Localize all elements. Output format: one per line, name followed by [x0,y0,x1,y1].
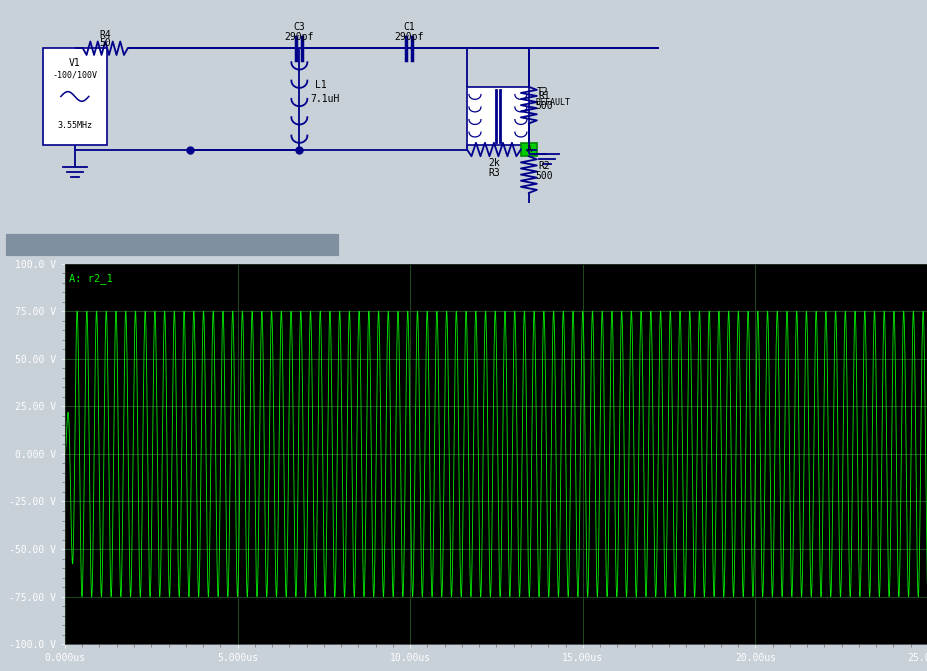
Text: R3: R3 [488,168,500,178]
Bar [43,48,107,145]
Text: 290pf: 290pf [285,32,313,42]
Text: V1: V1 [69,58,81,68]
Text: T2: T2 [537,87,548,97]
Text: C3: C3 [293,22,305,32]
Text: 290pf: 290pf [394,32,424,42]
Text: -100/100V: -100/100V [52,70,97,80]
Bar [520,143,536,156]
Text: A: A [526,145,531,154]
Text: 3.55MHz: 3.55MHz [57,121,93,130]
Text: 50: 50 [99,38,111,48]
Text: R1: R1 [538,91,549,101]
Bar [5,233,338,256]
Text: R2: R2 [538,161,549,171]
Text: 7.1uH: 7.1uH [311,94,339,104]
Text: A: r2_1: A: r2_1 [70,273,113,284]
Bar [466,87,528,145]
Text: DEFAULT: DEFAULT [535,98,570,107]
Text: L1: L1 [315,80,327,90]
Text: 2k: 2k [488,158,500,168]
Text: 500: 500 [535,170,552,180]
Text: C1: C1 [403,22,414,32]
Text: 500: 500 [535,101,552,111]
Text: R4: R4 [99,30,111,40]
